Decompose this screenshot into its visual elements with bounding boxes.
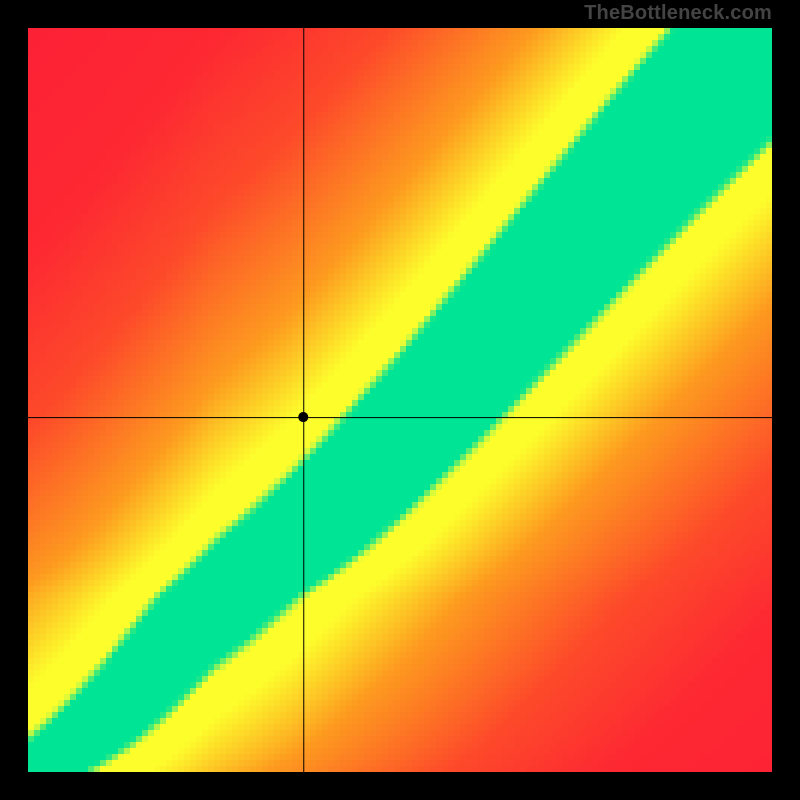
chart-container: TheBottleneck.com <box>0 0 800 800</box>
watermark-text: TheBottleneck.com <box>584 2 772 25</box>
heatmap-canvas <box>28 28 772 772</box>
